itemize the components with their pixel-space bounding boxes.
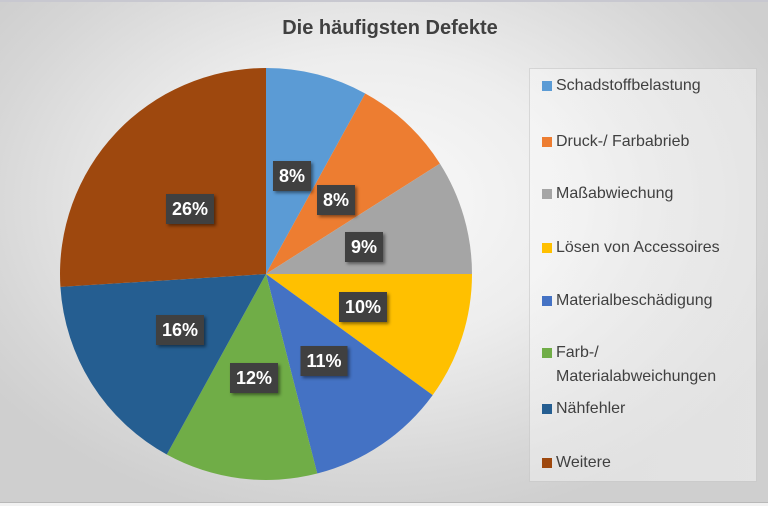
data-label-materialbeschaedigung: 11% [300, 346, 348, 376]
pie-slice-druck-farbabrieb [266, 93, 440, 274]
chart-title: Die häufigsten Defekte [282, 17, 498, 39]
legend-label: Druck-/ Farbabrieb [556, 133, 690, 150]
data-label-farb-materialabweichungen: 12% [229, 363, 279, 393]
legend-item-naehfehler: Nähfehler [542, 397, 625, 421]
legend-item-materialbeschaedigung: Materialbeschädigung [542, 289, 713, 313]
legend-label: Schadstoffbelastung [556, 77, 701, 94]
legend-label: Nähfehler [556, 400, 626, 417]
legend-item-schadstoffbelastung: Schadstoffbelastung [542, 74, 701, 98]
pie-slice-naehfehler [60, 274, 266, 455]
data-label-druck-farbabrieb: 8% [316, 185, 356, 215]
data-label-naehfehler: 16% [155, 315, 205, 345]
legend-label: Materialbeschädigung [556, 292, 713, 309]
pie-slice-loesen-accessoires [266, 274, 472, 396]
legend-swatch-icon [542, 81, 552, 91]
legend-item-loesen-accessoires: Lösen von Accessoires [542, 236, 720, 260]
legend-label: Weitere [556, 454, 611, 471]
legend-swatch-icon [542, 189, 552, 199]
legend-label: Lösen von Accessoires [556, 239, 720, 256]
data-label-massabweichung: 9% [344, 232, 384, 262]
legend-label: Farb-/ Materialabweichungen [556, 344, 717, 385]
pie-slice-schadstoffbelastung [266, 68, 366, 274]
data-label-schadstoffbelastung: 8% [272, 161, 312, 191]
legend-swatch-icon [542, 348, 552, 358]
legend-swatch-icon [542, 296, 552, 306]
legend-label: Maßabwiechung [556, 185, 674, 202]
data-label-loesen-accessoires: 10% [338, 292, 388, 322]
legend-swatch-icon [542, 137, 552, 147]
bottom-border [0, 502, 768, 506]
legend-item-massabweichung: Maßabwiechung [542, 182, 673, 206]
legend-swatch-icon [542, 404, 552, 414]
data-label-weitere: 26% [165, 194, 215, 224]
legend-item-druck-farbabrieb: Druck-/ Farbabrieb [542, 130, 689, 154]
pie-slice-massabweichung [266, 163, 472, 274]
legend-swatch-icon [542, 458, 552, 468]
top-border [0, 0, 768, 2]
legend: Schadstoffbelastung Druck-/ Farbabrieb M… [530, 69, 756, 481]
pie-slice-materialbeschaedigung [266, 274, 433, 474]
pie-slice-weitere [60, 68, 266, 287]
legend-swatch-icon [542, 243, 552, 253]
legend-item-farb-materialabweichungen: Farb-/ Materialabweichungen [542, 341, 716, 389]
legend-item-weitere: Weitere [542, 451, 611, 475]
